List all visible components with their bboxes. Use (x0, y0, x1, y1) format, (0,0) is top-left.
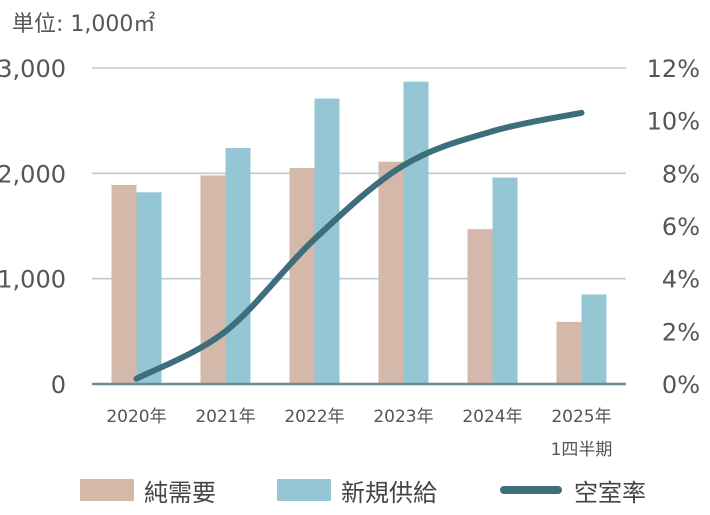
axes: 0 1,000 2,000 3,000 0% 2% 4% 6% 8% 10% 12% 2020年 202… (0, 55, 700, 460)
legend-item-net-demand: 純需要 (80, 470, 216, 510)
x-tick-label: 2020年 (106, 407, 166, 427)
bar-net-demand (378, 161, 404, 384)
bar-net-demand (556, 321, 582, 384)
x-tick-sublabel: 1四半期 (551, 440, 613, 460)
bar-new-supply (492, 177, 518, 384)
bar-net-demand (111, 184, 137, 384)
legend-swatch-new-supply (277, 479, 331, 501)
gridlines (92, 67, 626, 280)
chart: 0 1,000 2,000 3,000 0% 2% 4% 6% 8% 10% 12% 2020年 202… (0, 55, 700, 460)
x-tick-label: 2021年 (195, 407, 255, 427)
y-right-tick-label: 8% (662, 160, 700, 188)
bars (111, 81, 607, 385)
legend-swatch-net-demand (80, 479, 134, 501)
bar-new-supply (403, 81, 429, 385)
x-tick-label: 2022年 (284, 407, 344, 427)
y-right-tick-label: 10% (647, 108, 700, 136)
legend-label-net-demand: 純需要 (144, 478, 216, 507)
y-left-tick-label: 2,000 (0, 160, 66, 188)
legend: 純需要 新規供給 空室率 (0, 470, 710, 510)
bar-new-supply (314, 98, 340, 385)
legend-label-new-supply: 新規供給 (341, 478, 437, 507)
y-right-tick-label: 6% (662, 213, 700, 241)
bar-new-supply (581, 294, 607, 384)
vacancy-line (133, 109, 585, 382)
bar-new-supply (225, 148, 251, 384)
y-left-tick-label: 0 (51, 371, 66, 399)
y-left-tick-label: 3,000 (0, 55, 66, 83)
unit-label: 単位: 1,000㎡ (12, 12, 156, 37)
legend-item-vacancy-rate: 空室率 (500, 470, 646, 510)
y-left-tick-label: 1,000 (0, 266, 66, 294)
y-right-tick-label: 2% (662, 318, 700, 346)
x-tick-label: 2024年 (462, 407, 522, 427)
x-tick-label: 2025年 (551, 407, 611, 427)
y-right-tick-label: 12% (647, 55, 700, 83)
legend-label-vacancy-rate: 空室率 (574, 478, 646, 507)
bar-net-demand (200, 175, 226, 384)
legend-swatch-vacancy-rate (500, 486, 562, 494)
y-right-tick-label: 0% (662, 371, 700, 399)
bar-new-supply (136, 192, 162, 384)
bar-net-demand (467, 229, 493, 384)
legend-item-new-supply: 新規供給 (277, 470, 437, 510)
bar-net-demand (289, 168, 315, 384)
y-right-tick-label: 4% (662, 266, 700, 294)
x-tick-label: 2023年 (373, 407, 433, 427)
vacancy-rate-line (133, 109, 585, 382)
